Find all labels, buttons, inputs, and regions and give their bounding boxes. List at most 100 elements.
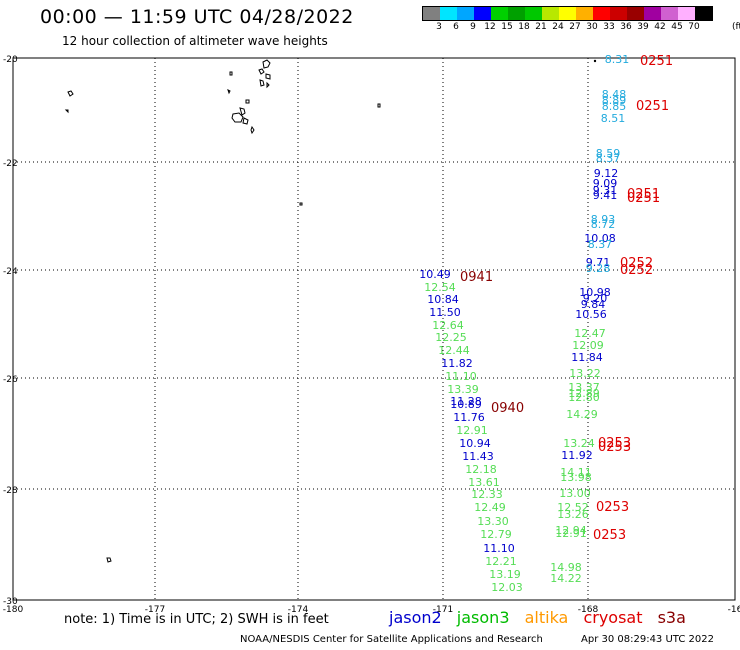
track-b-value: 8.37 xyxy=(588,238,613,251)
track-b-time: 0252 xyxy=(620,263,653,278)
track-b-value: 9.41 xyxy=(593,189,618,202)
island-outline xyxy=(64,109,69,114)
track-b-time: 0251 xyxy=(627,187,660,202)
scale-tick-label: 33 xyxy=(603,22,615,32)
track-b-value: 11.84 xyxy=(571,351,603,364)
track-b-time: 0251 xyxy=(636,99,669,114)
island-outline xyxy=(242,117,249,125)
island-outline xyxy=(265,73,271,80)
island-outline xyxy=(227,89,231,95)
track-a-value: 12.21 xyxy=(485,555,517,568)
track-a-value: 11.82 xyxy=(441,357,473,370)
track-a-value: 13.61 xyxy=(468,476,500,489)
track-b-value: 12.09 xyxy=(572,339,604,352)
track-b-value: 13.22 xyxy=(569,367,601,380)
color-scale-swatches xyxy=(422,6,713,21)
track-b-value: 12.91 xyxy=(555,527,587,540)
track-b-value: 8.48 xyxy=(602,88,627,101)
satellite-legend: jason2 jason3 altika cryosat s3a xyxy=(389,608,696,627)
color-scale-ticks: 3 6 9 12 15 18 21 24 27 30 33 36 39 42 45 70 xyxy=(422,22,740,34)
map-subtitle: 12 hour collection of altimeter wave hei… xyxy=(62,34,328,48)
track-b-value: 9.09 xyxy=(593,177,618,190)
track-b-value: 8.89 xyxy=(602,94,627,107)
track-a-value: 13.39 xyxy=(447,383,479,396)
track-b-value: 9.20 xyxy=(583,292,608,305)
track-b-value: 11.92 xyxy=(561,449,593,462)
track-b-value: 13.24 xyxy=(563,437,595,450)
scale-swatch xyxy=(440,7,457,20)
island-outline xyxy=(262,59,271,69)
track-b-value: 14.29 xyxy=(566,408,598,421)
track-b-value: 8.37 xyxy=(596,152,621,165)
track-b-value: 8.59 xyxy=(596,147,621,160)
track-a-value: 12.33 xyxy=(471,488,503,501)
scale-tick-label: 27 xyxy=(569,22,581,32)
island-outline xyxy=(266,81,270,89)
track-b-value: 13.26 xyxy=(557,508,589,521)
track-a-value: 12.18 xyxy=(465,463,497,476)
scale-swatch xyxy=(695,7,712,20)
track-a-value: 11.76 xyxy=(453,411,485,424)
scale-swatch xyxy=(610,7,627,20)
scale-swatch xyxy=(678,7,695,20)
lon-label: -174 xyxy=(288,605,309,615)
track-a-time: 0940 xyxy=(491,401,524,416)
track-b-value: 10.08 xyxy=(584,232,616,245)
legend-jason3: jason3 xyxy=(456,608,510,627)
track-b-time: 0253 xyxy=(598,436,631,451)
scale-tick-label: 70 xyxy=(688,22,700,32)
legend-jason2: jason2 xyxy=(389,608,442,627)
generated-timestamp: Apr 30 08:29:43 UTC 2022 xyxy=(581,634,714,645)
lon-label: -171 xyxy=(433,605,453,615)
scale-tick-label: 6 xyxy=(453,22,459,32)
lon-label: -168 xyxy=(578,605,599,615)
scale-swatch xyxy=(474,7,491,20)
track-a-value: 10.94 xyxy=(459,437,491,450)
track-a-value: 13.30 xyxy=(477,515,509,528)
track-a-value: 11.10 xyxy=(445,370,477,383)
scale-swatch xyxy=(576,7,593,20)
lat-label: -26 xyxy=(3,375,18,385)
scale-swatch xyxy=(423,7,440,20)
track-b-value: 13.00 xyxy=(559,487,591,500)
scale-swatch xyxy=(508,7,525,20)
track-a-value: 12.79 xyxy=(480,528,512,541)
color-scale-unit: (ft) xyxy=(732,22,740,32)
island-outline xyxy=(229,71,233,76)
track-b-value: 14.11 xyxy=(560,466,592,479)
track-b-value: 10.56 xyxy=(575,308,607,321)
lat-label: -28 xyxy=(3,486,18,496)
track-b-value: 8.85 xyxy=(602,100,627,113)
track-a-time: 0941 xyxy=(460,270,493,285)
scale-tick-label: 21 xyxy=(535,22,547,32)
track-b-time: 0251 xyxy=(627,191,660,206)
track-a-value: 10.84 xyxy=(427,293,459,306)
island-outline xyxy=(231,112,244,123)
scale-tick-label: 39 xyxy=(637,22,649,32)
legend-cryosat: cryosat xyxy=(583,608,643,627)
track-a-value: 12.91 xyxy=(456,424,488,437)
map-frame xyxy=(12,57,736,601)
lon-label: -180 xyxy=(3,605,24,615)
track-b-value: 9.31 xyxy=(593,184,618,197)
island-outline xyxy=(106,557,112,563)
lat-label: -24 xyxy=(3,267,18,277)
track-b-value: 12.47 xyxy=(574,327,606,340)
track-a-value: 10.89 xyxy=(450,398,482,411)
scale-swatch xyxy=(491,7,508,20)
island-outline xyxy=(239,107,246,116)
island-outline xyxy=(245,99,250,104)
track-a-value: 12.03 xyxy=(491,581,523,594)
track-a-value: 12.64 xyxy=(432,319,464,332)
island-outline xyxy=(67,90,74,97)
lat-label: -30 xyxy=(3,597,18,607)
track-b-time: 0253 xyxy=(593,528,626,543)
island-outline xyxy=(299,202,303,206)
track-a-value: 12.44 xyxy=(438,344,470,357)
scale-swatch xyxy=(559,7,576,20)
track-b-value: 9.71 xyxy=(586,256,611,269)
island-outline xyxy=(250,125,255,135)
scale-tick-label: 3 xyxy=(436,22,442,32)
